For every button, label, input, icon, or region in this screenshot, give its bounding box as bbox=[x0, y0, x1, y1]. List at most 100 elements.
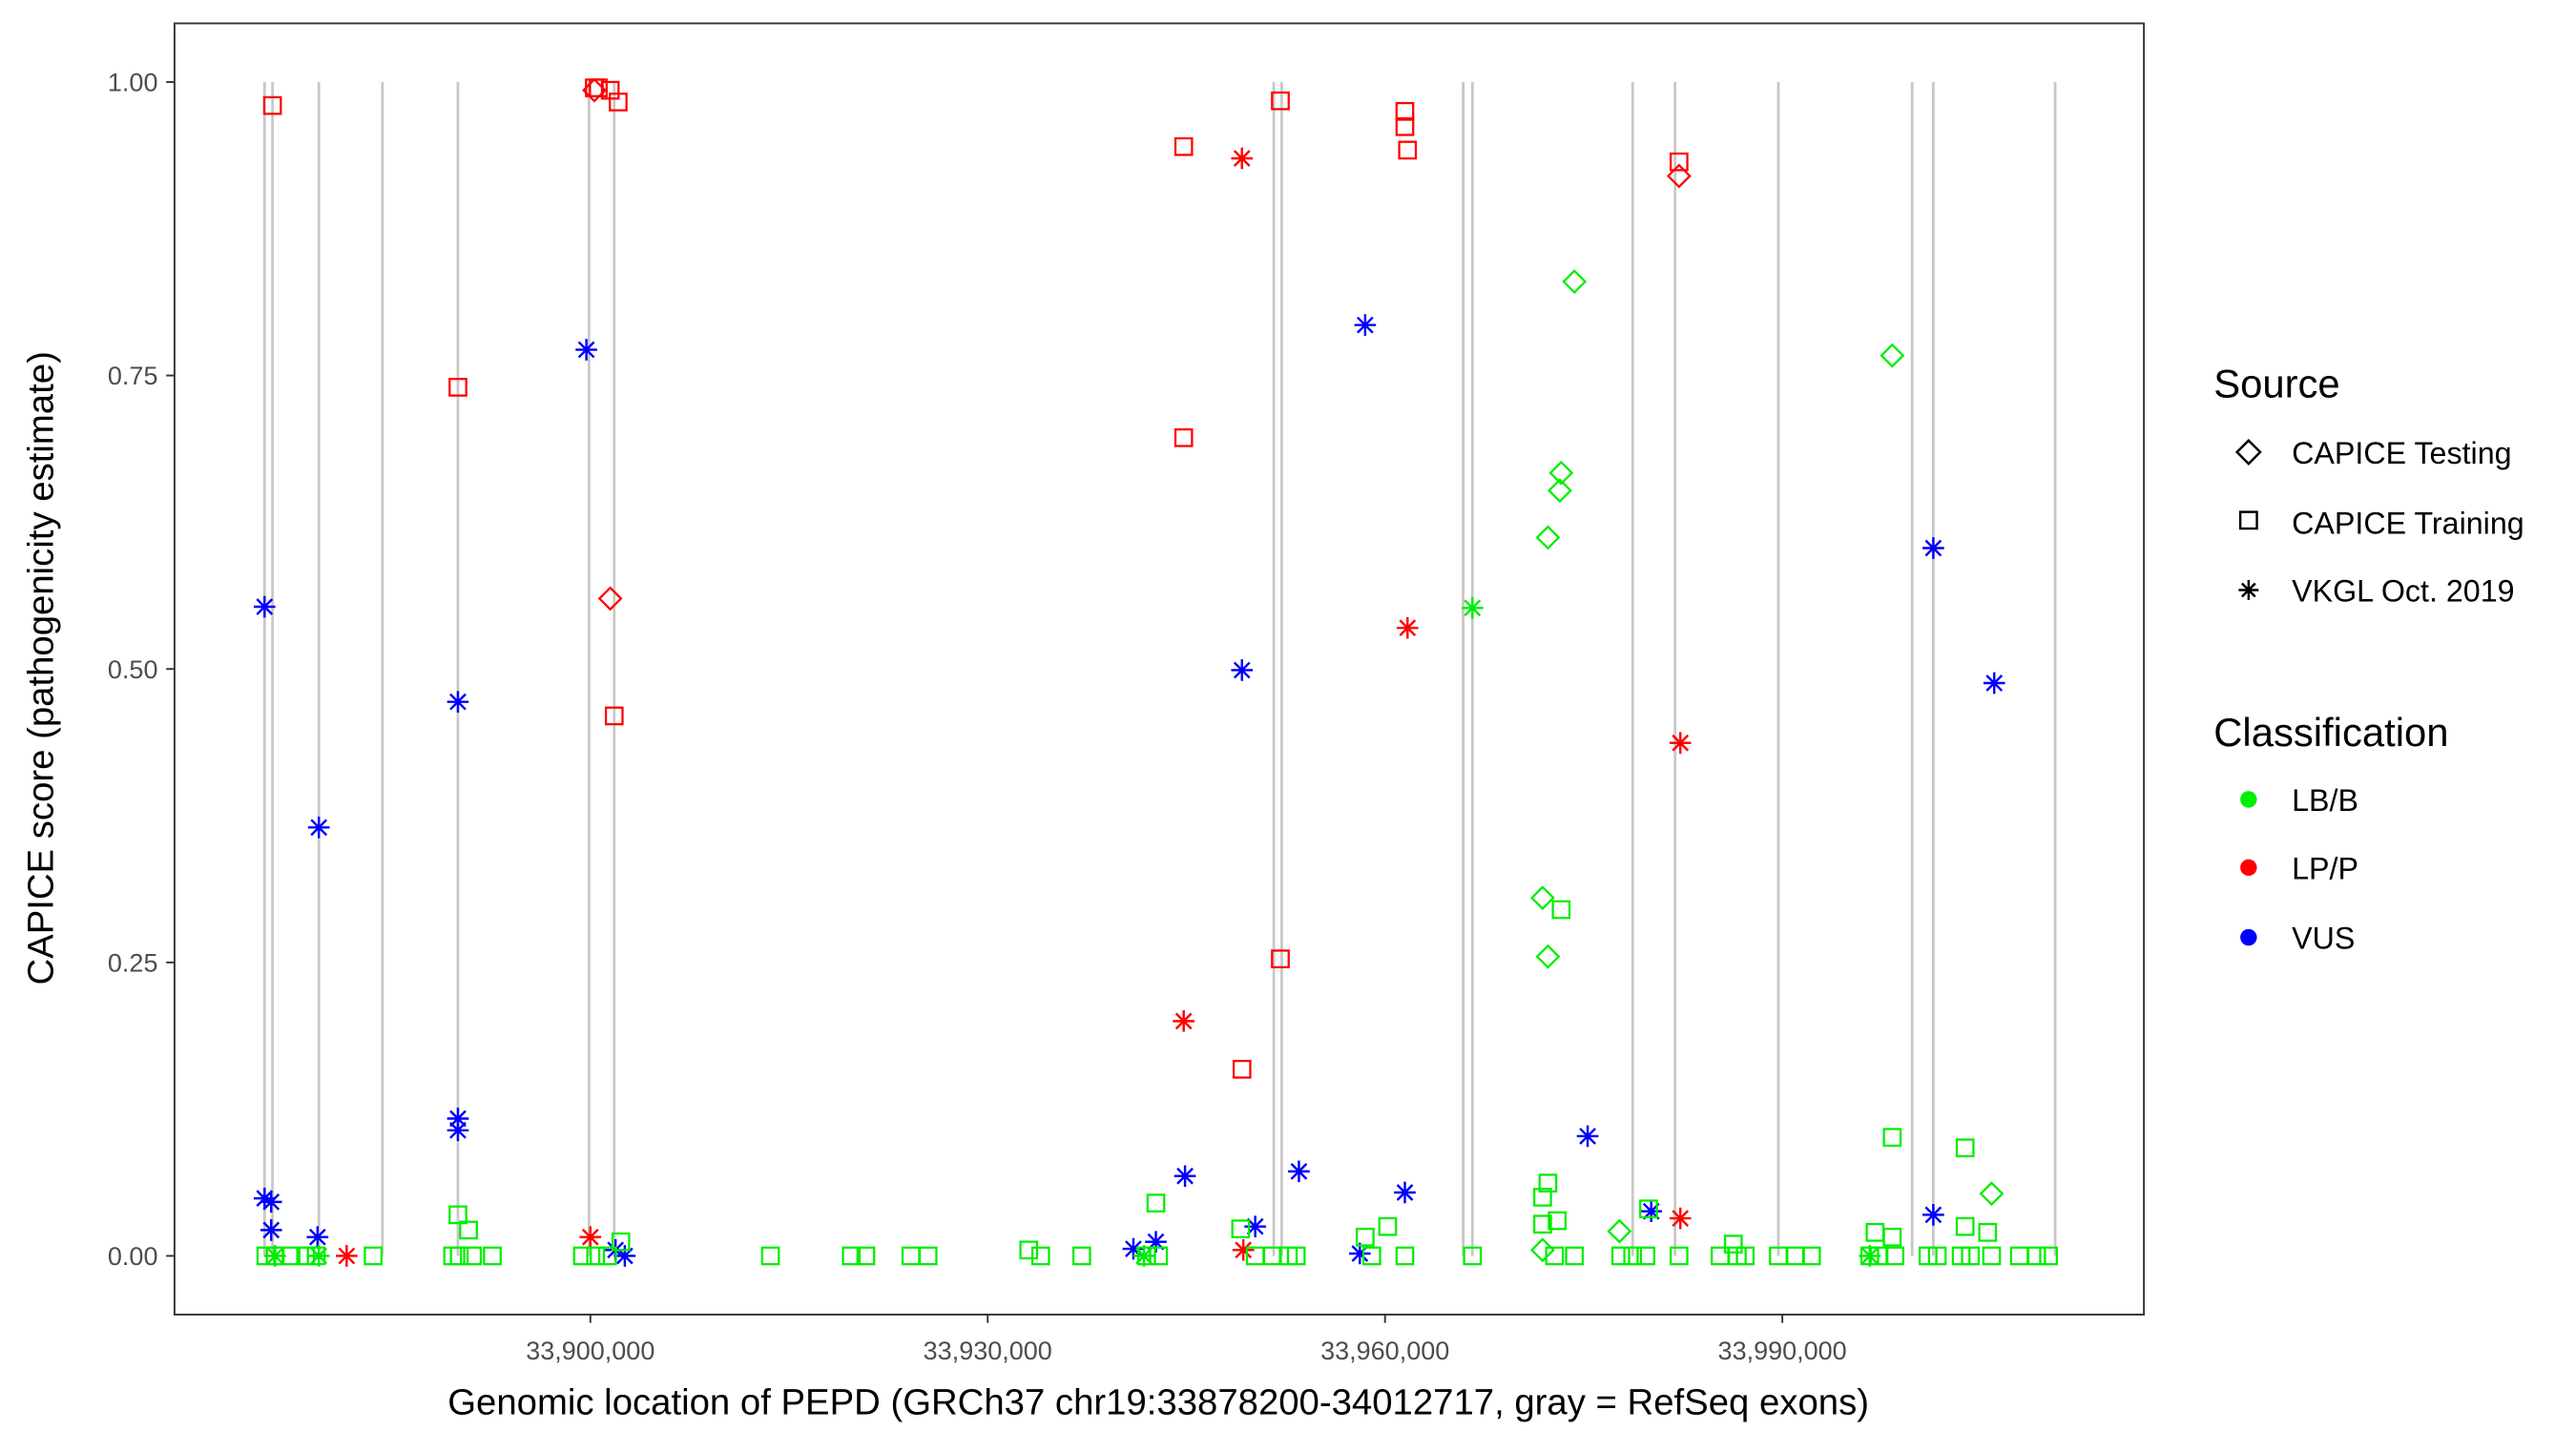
y-tick-label: 0.75 bbox=[108, 362, 158, 390]
point-training bbox=[1174, 427, 1194, 447]
point-training bbox=[1801, 1246, 1821, 1266]
point-vkgl bbox=[1244, 1215, 1266, 1238]
point-training bbox=[306, 1246, 326, 1266]
point-training bbox=[1286, 1246, 1306, 1266]
point-training bbox=[281, 1246, 301, 1266]
point-training bbox=[1955, 1138, 1975, 1158]
point-training bbox=[1533, 1188, 1552, 1207]
point-vkgl bbox=[1145, 1231, 1167, 1254]
point-training bbox=[609, 93, 628, 112]
point-vkgl bbox=[253, 1187, 276, 1210]
legend: Source CAPICE Testing CAPICE Training VK… bbox=[2213, 361, 2524, 955]
point-vkgl bbox=[307, 1245, 330, 1267]
point-vkgl bbox=[447, 691, 469, 714]
point-training bbox=[1361, 1246, 1381, 1266]
square-icon bbox=[2238, 510, 2258, 530]
point-training bbox=[597, 1246, 617, 1266]
point-training bbox=[262, 95, 282, 115]
point-vkgl bbox=[1231, 659, 1254, 681]
point-training bbox=[918, 1246, 938, 1266]
point-training bbox=[1927, 1246, 1947, 1266]
data-points bbox=[253, 77, 2058, 1267]
x-tick-label: 33,960,000 bbox=[1320, 1337, 1449, 1365]
point-training bbox=[1565, 1246, 1585, 1266]
point-training bbox=[1882, 1227, 1902, 1247]
point-training bbox=[1670, 1246, 1689, 1266]
point-training bbox=[463, 1246, 483, 1266]
point-training bbox=[448, 1205, 467, 1225]
point-training bbox=[1030, 1246, 1050, 1266]
point-vkgl bbox=[1348, 1242, 1371, 1265]
point-testing bbox=[1562, 269, 1588, 295]
point-testing bbox=[1535, 525, 1561, 550]
point-vkgl bbox=[1173, 1010, 1195, 1032]
point-training bbox=[1551, 900, 1571, 920]
legend-label: CAPICE Training bbox=[2292, 506, 2524, 540]
y-axis-title: CAPICE score (pathogenicity estimate) bbox=[21, 351, 62, 985]
point-vkgl bbox=[579, 1226, 602, 1249]
legend-item-lpp: LP/P bbox=[2240, 852, 2358, 886]
point-vkgl bbox=[575, 339, 597, 361]
point-vkgl bbox=[447, 1108, 469, 1130]
point-vkgl bbox=[1922, 537, 1944, 559]
point-training bbox=[1232, 1059, 1252, 1079]
point-vkgl bbox=[1983, 672, 2005, 695]
point-training bbox=[1882, 1128, 1902, 1148]
y-tick-label: 1.00 bbox=[108, 69, 158, 97]
y-tick-label: 0.00 bbox=[108, 1242, 158, 1271]
point-training bbox=[760, 1246, 780, 1266]
point-vkgl bbox=[1231, 147, 1254, 170]
point-training bbox=[1378, 1216, 1398, 1236]
point-vkgl bbox=[307, 817, 330, 839]
point-training bbox=[611, 1232, 631, 1252]
y-axis: 0.00 0.25 0.50 0.75 1.00 bbox=[108, 69, 175, 1271]
point-training bbox=[459, 1220, 478, 1240]
legend-label: CAPICE Testing bbox=[2292, 436, 2511, 470]
point-vkgl bbox=[1669, 1207, 1692, 1230]
point-training bbox=[1174, 136, 1194, 156]
point-training bbox=[1463, 1246, 1483, 1266]
exon-lines bbox=[262, 82, 2057, 1256]
point-testing bbox=[1607, 1218, 1632, 1244]
point-testing bbox=[1529, 1237, 1555, 1263]
legend-label: VKGL Oct. 2019 bbox=[2292, 574, 2514, 609]
legend-source-title: Source bbox=[2213, 361, 2339, 405]
point-vkgl bbox=[306, 1226, 329, 1249]
x-tick-label: 33,990,000 bbox=[1718, 1337, 1847, 1365]
y-tick-label: 0.50 bbox=[108, 655, 158, 684]
point-training bbox=[1623, 1246, 1643, 1266]
point-training bbox=[1670, 152, 1689, 172]
point-training bbox=[1533, 1214, 1552, 1234]
dot-icon bbox=[2240, 791, 2257, 808]
point-training bbox=[449, 1246, 469, 1266]
point-training bbox=[364, 1246, 383, 1266]
legend-item-vkgl: VKGL Oct. 2019 bbox=[2238, 574, 2515, 609]
point-vkgl bbox=[1122, 1237, 1145, 1260]
point-training bbox=[1955, 1216, 1975, 1236]
legend-label: LB/B bbox=[2292, 783, 2358, 818]
point-vkgl bbox=[1922, 1204, 1944, 1226]
dot-icon bbox=[2240, 859, 2257, 877]
point-testing bbox=[1548, 460, 1574, 486]
x-tick-label: 33,900,000 bbox=[526, 1337, 654, 1365]
point-training bbox=[1885, 1246, 1904, 1266]
point-training bbox=[1982, 1246, 2002, 1266]
point-testing bbox=[1535, 944, 1561, 969]
legend-item-vus: VUS bbox=[2240, 922, 2355, 956]
point-training bbox=[1231, 1219, 1251, 1238]
point-vkgl bbox=[1396, 616, 1419, 639]
point-training bbox=[1978, 1222, 1998, 1242]
point-training bbox=[1723, 1234, 1743, 1254]
point-training bbox=[2026, 1246, 2046, 1266]
point-vkgl bbox=[1354, 314, 1377, 337]
point-training bbox=[1019, 1240, 1039, 1260]
point-testing bbox=[1979, 1181, 2005, 1207]
point-vkgl bbox=[1132, 1245, 1155, 1267]
point-vkgl bbox=[260, 1191, 282, 1213]
point-vkgl bbox=[447, 1119, 469, 1142]
point-testing bbox=[597, 586, 623, 612]
legend-classification-title: Classification bbox=[2213, 710, 2448, 755]
x-axis: 33,900,000 33,930,000 33,960,000 33,990,000 bbox=[526, 1314, 1847, 1365]
point-vkgl bbox=[1174, 1165, 1196, 1188]
